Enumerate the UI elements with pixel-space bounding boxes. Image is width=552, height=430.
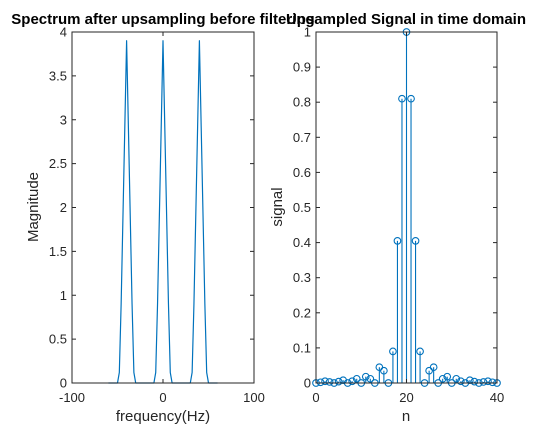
stem-marker [411,236,420,245]
stem-marker [488,378,497,387]
stem-marker [334,377,343,386]
stem-marker [452,374,461,383]
spectrum-ytick-label: 4 [60,25,67,40]
spectrum-ytick-label: 3 [60,112,67,127]
time-domain-ytick-label: 0.4 [293,235,311,250]
stem-marker [389,347,397,356]
spectrum-xlabel: frequency(Hz) [116,408,210,425]
spectrum-xtick-label: 100 [243,390,265,405]
time-domain-ytick-label: 0.9 [293,60,311,75]
time-domain-ytick-label: 1 [304,25,311,40]
time-domain-xtick-label: 40 [490,390,504,405]
time-domain-ytick-label: 0.2 [293,305,311,320]
time-domain-ytick-label: 0.6 [293,165,311,180]
stem-marker [380,366,388,375]
spectrum-ylabel: Magnitude [25,172,42,242]
stem-marker [438,374,447,383]
stem-marker [361,372,370,381]
stem-marker [325,378,334,386]
spectrum-ytick-label: 3.5 [49,68,67,83]
spectrum-ytick-label: 2 [60,200,67,215]
time-domain-ytick-label: 0.8 [293,95,311,110]
spectrum-ytick-label: 1.5 [49,244,67,259]
spectrum-subplot: Spectrum after upsampling before filteri… [11,11,314,425]
spectrum-line [108,40,218,384]
spectrum-xtick-label: -100 [59,390,85,405]
time-domain-ticks: 0 20 40 0 0.1 0.2 0.3 0.4 0.5 0.6 0.7 0.8 0.9 1 [293,25,504,406]
stem-marker [316,378,325,387]
time-domain-ytick-label: 0.1 [293,340,311,355]
time-domain-series [312,28,501,387]
spectrum-ytick-label: 0 [60,376,67,391]
stem-marker [456,377,465,386]
stem-marker [398,94,406,103]
time-domain-ytick-label: 0.3 [293,270,311,285]
stem-marker [348,377,357,386]
time-domain-xtick-label: 20 [399,390,413,405]
time-domain-ytick-label: 0 [304,376,311,391]
stem-marker [416,347,424,356]
stem-marker [470,377,479,386]
stem-marker [407,94,415,103]
time-domain-title: Upsampled Signal in time domain [286,11,526,28]
time-domain-ytick-label: 0.7 [293,130,311,145]
stem-marker [393,236,402,245]
time-domain-xtick-label: 0 [312,390,319,405]
time-domain-subplot: Upsampled Signal in time domain 0 20 40 0 0.… [269,11,526,425]
stem-marker [352,374,361,383]
stem-marker [479,378,488,386]
spectrum-xtick-label: 0 [159,390,166,405]
stem-marker [321,377,329,386]
time-domain-ylabel: signal [269,187,286,226]
spectrum-ytick-label: 0.5 [49,332,67,347]
stem-marker [429,363,438,372]
stem-marker [484,377,492,386]
time-domain-xlabel: n [402,408,410,425]
spectrum-ytick-label: 1 [60,288,67,303]
spectrum-title: Spectrum after upsampling before filteri… [11,11,314,28]
spectrum-ytick-label: 2.5 [49,156,67,171]
stem-marker [443,372,452,381]
stem-marker [366,374,375,383]
spectrum-axes-box [71,31,255,384]
spectrum-series [108,40,218,384]
time-domain-ytick-label: 0.5 [293,200,311,215]
